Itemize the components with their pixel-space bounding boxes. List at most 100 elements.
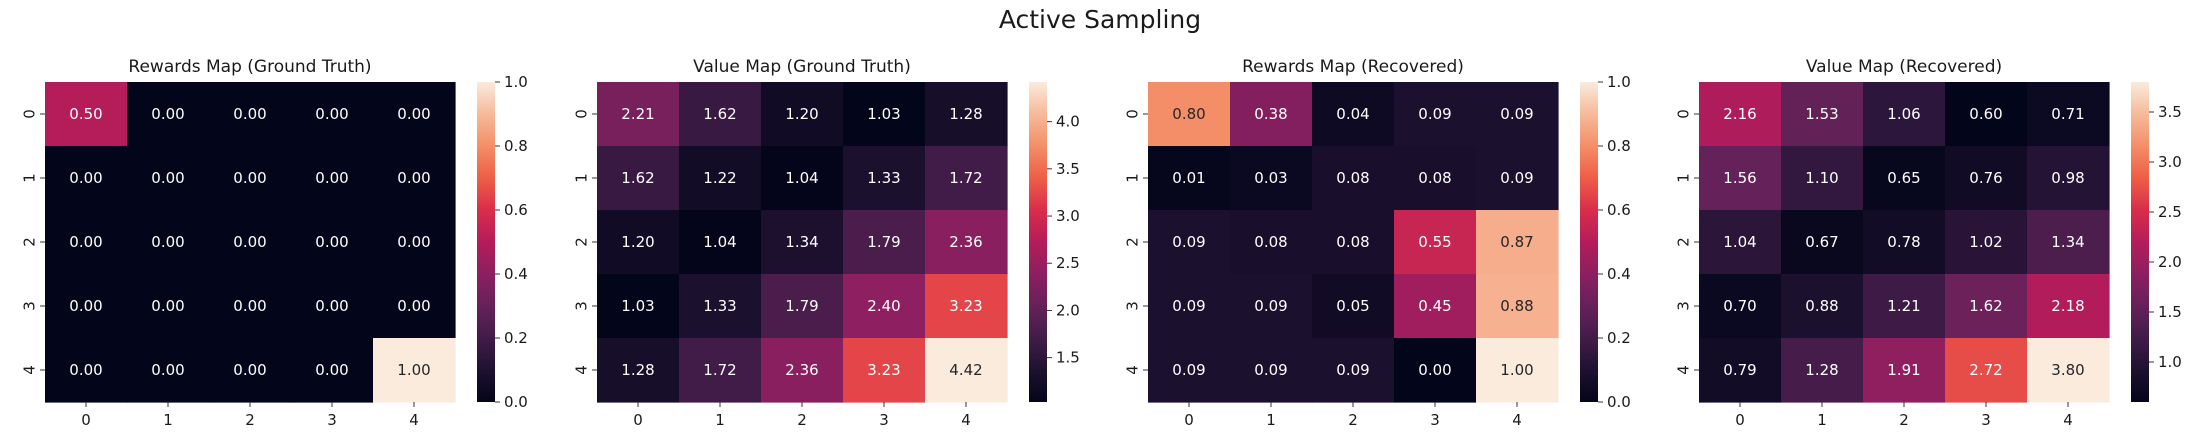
- cell-label: 0.00: [315, 169, 348, 187]
- y-tick-label: 3: [1124, 301, 1142, 311]
- colorbar-tick-label: 0.6: [1607, 201, 1631, 219]
- cell-label: 1.00: [397, 361, 430, 379]
- y-tick-label: 2: [1675, 237, 1693, 247]
- cell-label: 0.09: [1336, 361, 1369, 379]
- colorbar-tick-label: 0.0: [504, 393, 528, 411]
- cell-label: 1.79: [867, 233, 900, 251]
- cell-label: 0.70: [1723, 297, 1756, 315]
- cell-label: 0.00: [69, 233, 102, 251]
- colorbar: [1580, 82, 1598, 402]
- y-tick-label: 4: [573, 365, 591, 375]
- x-tick-label: 0: [1184, 411, 1194, 429]
- y-tick-label: 4: [1675, 365, 1693, 375]
- cell-label: 0.00: [397, 105, 430, 123]
- cell-label: 1.33: [867, 169, 900, 187]
- y-tick-label: 3: [21, 301, 39, 311]
- x-tick-label: 3: [879, 411, 889, 429]
- cell-label: 0.00: [315, 297, 348, 315]
- cell-label: 0.09: [1254, 297, 1287, 315]
- cell-label: 1.62: [703, 105, 736, 123]
- cell-label: 1.53: [1805, 105, 1838, 123]
- colorbar-tick-label: 1.0: [504, 73, 528, 91]
- cell-label: 1.72: [949, 169, 982, 187]
- x-tick-label: 2: [1899, 411, 1909, 429]
- cell-label: 0.00: [397, 297, 430, 315]
- cell-label: 0.00: [151, 169, 184, 187]
- cell-label: 4.42: [949, 361, 982, 379]
- cell-label: 0.00: [1418, 361, 1451, 379]
- cell-label: 1.91: [1887, 361, 1920, 379]
- cell-label: 0.55: [1418, 233, 1451, 251]
- colorbar-tick-label: 2.0: [2158, 253, 2182, 271]
- cell-label: 1.56: [1723, 169, 1756, 187]
- colorbar-tick-label: 1.5: [1056, 349, 1080, 367]
- cell-label: 1.20: [621, 233, 654, 251]
- cell-label: 1.04: [1723, 233, 1756, 251]
- cell-label: 0.00: [397, 233, 430, 251]
- y-tick-label: 4: [1124, 365, 1142, 375]
- cell-label: 0.09: [1254, 361, 1287, 379]
- cell-label: 0.65: [1887, 169, 1920, 187]
- cell-label: 2.21: [621, 105, 654, 123]
- cell-label: 0.45: [1418, 297, 1451, 315]
- cell-label: 0.09: [1172, 361, 1205, 379]
- colorbar-tick-label: 2.5: [2158, 203, 2182, 221]
- y-tick-label: 4: [21, 365, 39, 375]
- x-tick-label: 1: [715, 411, 725, 429]
- cell-label: 1.34: [2051, 233, 2084, 251]
- panel-title: Rewards Map (Ground Truth): [128, 57, 371, 77]
- x-tick-label: 4: [2063, 411, 2073, 429]
- cell-label: 0.00: [151, 105, 184, 123]
- cell-label: 1.28: [949, 105, 982, 123]
- panel-title: Value Map (Recovered): [1806, 57, 2002, 77]
- cell-label: 0.08: [1254, 233, 1287, 251]
- cell-label: 0.00: [233, 105, 266, 123]
- colorbar-tick-label: 1.0: [2158, 353, 2182, 371]
- cell-label: 2.40: [867, 297, 900, 315]
- figure-title: Active Sampling: [999, 5, 1201, 34]
- cell-label: 0.09: [1172, 297, 1205, 315]
- cell-label: 0.09: [1500, 105, 1533, 123]
- cell-label: 0.87: [1500, 233, 1533, 251]
- cell-label: 0.88: [1805, 297, 1838, 315]
- y-tick-label: 0: [1124, 109, 1142, 119]
- cell-label: 0.00: [69, 361, 102, 379]
- x-tick-label: 0: [633, 411, 643, 429]
- cell-label: 0.50: [69, 105, 102, 123]
- cell-label: 0.09: [1500, 169, 1533, 187]
- x-tick-label: 1: [163, 411, 173, 429]
- cell-label: 1.33: [703, 297, 736, 315]
- heatmap-panel: Rewards Map (Recovered)0.80 0.38 0.04 0.09 0…: [1124, 57, 1631, 429]
- cell-label: 1.62: [621, 169, 654, 187]
- cell-label: 2.16: [1723, 105, 1756, 123]
- colorbar: [2131, 82, 2149, 402]
- colorbar-tick-label: 0.6: [504, 201, 528, 219]
- colorbar-tick-label: 0.4: [504, 265, 528, 283]
- colorbar-tick-label: 0.2: [1607, 329, 1631, 347]
- cell-label: 0.71: [2051, 105, 2084, 123]
- x-tick-label: 4: [409, 411, 419, 429]
- y-tick-label: 3: [573, 301, 591, 311]
- x-tick-label: 0: [1735, 411, 1745, 429]
- colorbar-tick-label: 3.5: [2158, 103, 2182, 121]
- cell-label: 0.00: [397, 169, 430, 187]
- cell-label: 1.04: [703, 233, 736, 251]
- colorbar-tick-label: 2.0: [1056, 301, 1080, 319]
- cell-label: 0.88: [1500, 297, 1533, 315]
- x-tick-label: 4: [1512, 411, 1522, 429]
- cell-label: 0.00: [315, 105, 348, 123]
- cell-label: 0.00: [315, 361, 348, 379]
- cell-label: 2.72: [1969, 361, 2002, 379]
- cell-label: 0.08: [1336, 233, 1369, 251]
- cell-label: 0.00: [233, 361, 266, 379]
- colorbar-tick-label: 1.0: [1607, 73, 1631, 91]
- cell-label: 0.00: [233, 297, 266, 315]
- cell-label: 0.05: [1336, 297, 1369, 315]
- cell-label: 1.03: [621, 297, 654, 315]
- cell-label: 0.00: [233, 169, 266, 187]
- cell-label: 1.02: [1969, 233, 2002, 251]
- colorbar-tick-label: 4.0: [1056, 113, 1080, 131]
- cell-label: 1.04: [785, 169, 818, 187]
- x-tick-label: 2: [245, 411, 255, 429]
